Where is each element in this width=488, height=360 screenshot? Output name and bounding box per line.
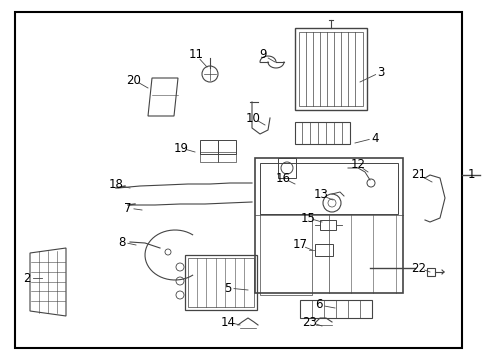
Bar <box>294 122 349 144</box>
Text: 4: 4 <box>370 131 378 144</box>
Text: 23: 23 <box>302 315 317 328</box>
Text: 9: 9 <box>259 49 266 62</box>
Text: 18: 18 <box>108 179 123 192</box>
Bar <box>298 32 362 106</box>
Bar <box>200 140 218 154</box>
Text: 19: 19 <box>173 141 188 154</box>
Bar <box>426 268 434 276</box>
Bar <box>319 220 335 230</box>
Text: 12: 12 <box>350 158 365 171</box>
Text: 1: 1 <box>467 168 474 181</box>
Polygon shape <box>30 248 66 316</box>
Bar <box>200 152 218 162</box>
Text: 8: 8 <box>118 235 125 248</box>
Text: 6: 6 <box>315 298 322 311</box>
Text: 2: 2 <box>23 271 31 284</box>
Bar <box>278 158 295 178</box>
Text: 17: 17 <box>292 238 307 252</box>
Text: 14: 14 <box>220 315 235 328</box>
Text: 5: 5 <box>224 282 231 294</box>
Bar <box>260 163 397 214</box>
Bar <box>218 152 236 162</box>
Text: 3: 3 <box>377 66 384 78</box>
Bar <box>294 28 366 110</box>
Bar <box>299 300 371 318</box>
Bar <box>260 214 311 295</box>
Text: 7: 7 <box>124 202 131 215</box>
Bar <box>314 244 332 256</box>
Bar <box>254 158 402 293</box>
Text: 21: 21 <box>411 168 426 181</box>
Text: 10: 10 <box>245 112 260 125</box>
Polygon shape <box>148 78 178 116</box>
Text: 22: 22 <box>411 261 426 274</box>
Text: 16: 16 <box>275 171 290 184</box>
Bar <box>187 258 253 307</box>
Text: 13: 13 <box>313 189 328 202</box>
Bar <box>218 140 236 154</box>
Text: 20: 20 <box>126 73 141 86</box>
Bar <box>184 255 257 310</box>
Text: 11: 11 <box>188 49 203 62</box>
Text: 15: 15 <box>300 211 315 225</box>
